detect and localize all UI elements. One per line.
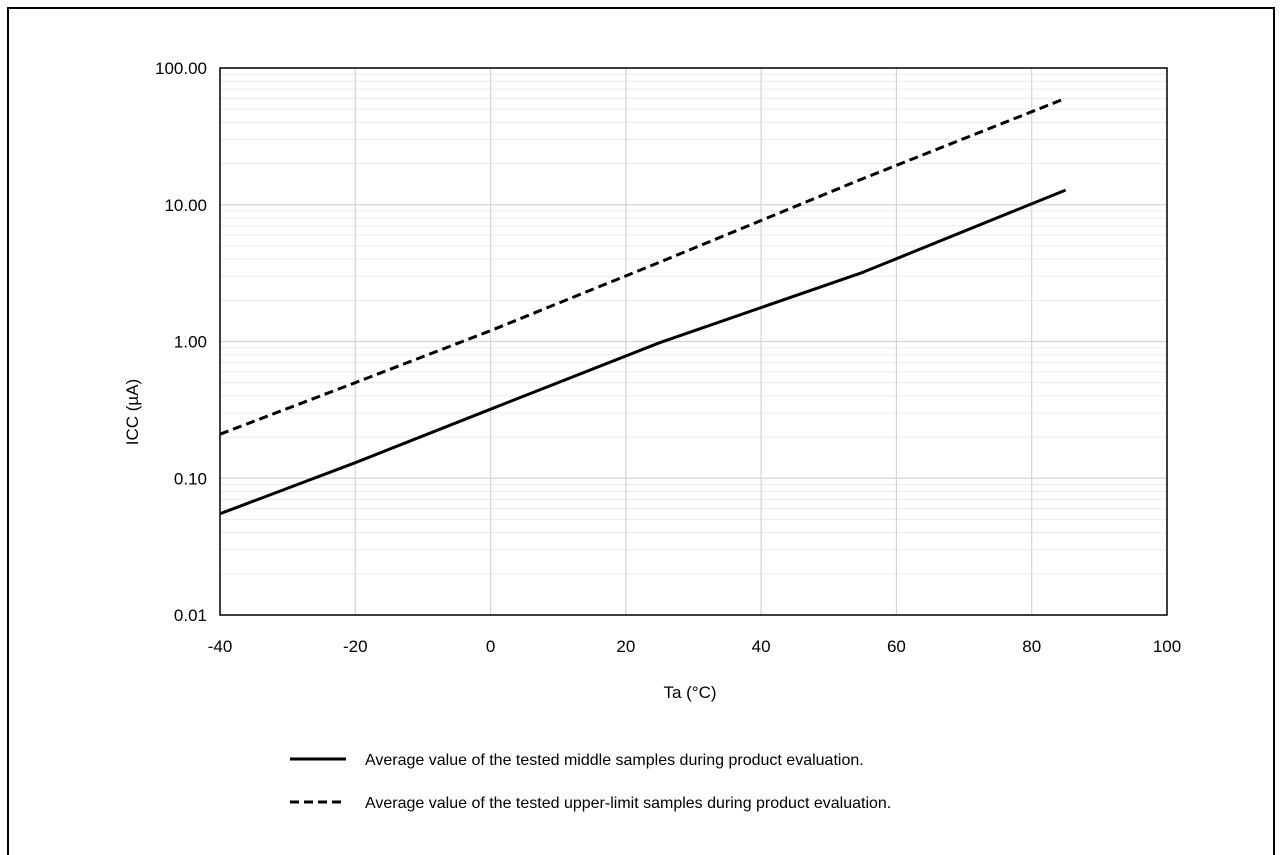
legend: Average value of the tested middle sampl…	[290, 752, 891, 812]
series-layer	[219, 96, 1067, 516]
series-line-1	[219, 96, 1067, 436]
x-tick-label: 100	[1153, 637, 1181, 656]
x-tick-label: -20	[343, 637, 368, 656]
y-tick-label: 10.00	[164, 196, 207, 215]
x-tick-label: -40	[208, 637, 233, 656]
y-axis-label: ICC (µA)	[123, 379, 142, 445]
y-tick-label: 100.00	[155, 59, 207, 78]
chart-frame	[7, 7, 1275, 855]
x-tick-label: 0	[486, 637, 495, 656]
grid	[219, 67, 1168, 616]
y-tick-label: 1.00	[174, 333, 207, 352]
y-tick-labels: 0.01 0.10 1.00 10.00 100.00	[155, 59, 207, 625]
x-tick-label: 40	[752, 637, 771, 656]
legend-label-upper: Average value of the tested upper-limit …	[365, 795, 891, 812]
x-tick-label: 60	[887, 637, 906, 656]
series-line-0	[219, 188, 1067, 516]
legend-label-middle: Average value of the tested middle sampl…	[365, 752, 864, 769]
x-axis-label: Ta (°C)	[663, 683, 716, 702]
x-tick-labels: -40 -20 0 20 40 60 80 100	[208, 637, 1181, 656]
y-tick-label: 0.01	[174, 606, 207, 625]
y-tick-label: 0.10	[174, 469, 207, 488]
x-tick-label: 20	[616, 637, 635, 656]
x-tick-label: 80	[1022, 637, 1041, 656]
plot-area-border	[219, 67, 1168, 616]
